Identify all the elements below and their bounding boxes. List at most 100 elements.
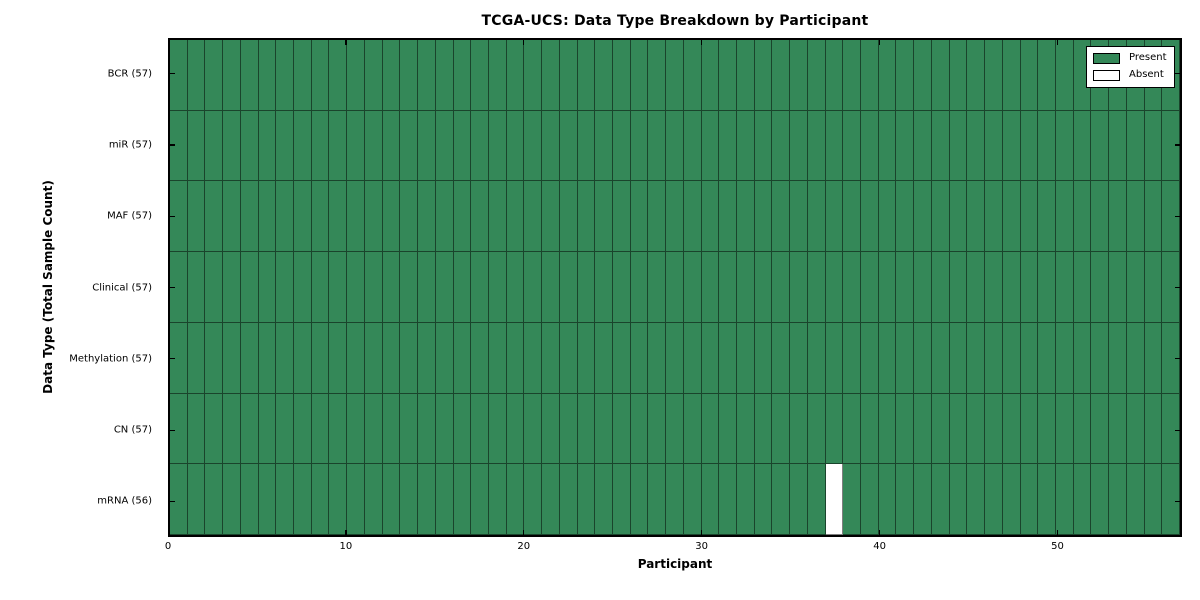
axis-tick-mark <box>879 530 881 535</box>
heatmap-cell <box>1055 40 1074 111</box>
heatmap-cell <box>737 40 755 111</box>
axis-tick-mark <box>345 40 347 45</box>
axis-tick-mark <box>170 215 175 217</box>
heatmap-cell <box>329 40 348 111</box>
heatmap-cell <box>1109 110 1127 182</box>
heatmap-cell <box>630 464 649 535</box>
heatmap-cell <box>258 181 277 253</box>
heatmap-cell <box>364 40 383 111</box>
heatmap-cell <box>896 181 915 253</box>
heatmap-cell <box>453 464 472 535</box>
axis-tick-mark <box>1175 358 1180 360</box>
axis-tick-mark <box>1175 215 1180 217</box>
heatmap-cell <box>754 393 773 465</box>
heatmap-cell <box>985 181 1003 253</box>
heatmap-cell <box>790 393 808 465</box>
heatmap-cell <box>683 322 702 394</box>
axis-tick-mark <box>170 144 175 146</box>
heatmap-cell <box>258 252 277 323</box>
axis-tick-mark <box>345 530 347 535</box>
heatmap-cell <box>1126 464 1145 535</box>
heatmap-cell <box>1109 464 1127 535</box>
heatmap-cell <box>223 181 241 253</box>
heatmap-cell <box>843 393 862 465</box>
heatmap-cell <box>612 252 631 323</box>
heatmap-cell <box>258 393 277 465</box>
heatmap-cell <box>630 40 649 111</box>
heatmap-cell <box>896 252 915 323</box>
heatmap-cell <box>471 110 489 182</box>
heatmap-cell <box>1126 322 1145 394</box>
heatmap-cell <box>719 110 738 182</box>
heatmap-cell <box>276 181 295 253</box>
heatmap-cell <box>205 322 224 394</box>
heatmap-cell <box>435 322 454 394</box>
heatmap-cell <box>524 252 543 323</box>
heatmap-cell <box>577 181 596 253</box>
axis-tick-mark <box>1056 530 1059 535</box>
heatmap-cell <box>542 40 560 111</box>
heatmap-cell <box>559 464 578 535</box>
row-label: mRNA (56) <box>97 495 152 507</box>
heatmap-cell <box>170 393 188 465</box>
heatmap-cell <box>240 322 259 394</box>
heatmap-cell <box>1020 181 1039 253</box>
heatmap-cell <box>223 110 241 182</box>
heatmap-cell <box>719 181 738 253</box>
heatmap-cell <box>683 181 702 253</box>
heatmap-cell <box>418 464 436 535</box>
legend-entry-present: Present <box>1093 52 1167 64</box>
heatmap-cell <box>985 40 1003 111</box>
heatmap-cell <box>577 110 596 182</box>
heatmap-cell <box>506 464 525 535</box>
heatmap-cell <box>577 393 596 465</box>
heatmap-cell <box>205 40 224 111</box>
heatmap-cell <box>435 40 454 111</box>
heatmap-cell <box>1073 252 1092 323</box>
heatmap-cell <box>630 322 649 394</box>
heatmap-cell <box>878 464 897 535</box>
heatmap-cell <box>701 464 720 535</box>
heatmap-cell <box>985 393 1003 465</box>
heatmap-cell <box>985 464 1003 535</box>
heatmap-cell <box>1144 110 1163 182</box>
heatmap-cell <box>931 181 950 253</box>
heatmap-cell <box>967 40 986 111</box>
heatmap-cell <box>701 40 720 111</box>
heatmap-cell <box>790 40 808 111</box>
heatmap-cell <box>347 110 365 182</box>
heatmap-cell <box>949 40 968 111</box>
heatmap-cell <box>843 181 862 253</box>
chart-title: TCGA-UCS: Data Type Breakdown by Partici… <box>481 13 869 29</box>
heatmap-cell <box>524 393 543 465</box>
heatmap-cell <box>400 181 419 253</box>
heatmap-cell <box>524 322 543 394</box>
heatmap-cell <box>1038 464 1056 535</box>
heatmap-cell <box>1073 110 1092 182</box>
heatmap-cell <box>187 393 206 465</box>
heatmap-cell <box>914 252 932 323</box>
heatmap-cell <box>453 252 472 323</box>
heatmap-cell <box>719 40 738 111</box>
heatmap-cell <box>595 322 613 394</box>
heatmap-cell <box>807 393 826 465</box>
axis-tick-mark <box>1175 500 1180 503</box>
heatmap-cell <box>382 322 401 394</box>
legend: Present Absent <box>1086 46 1175 88</box>
axis-tick-mark <box>1056 40 1059 45</box>
heatmap-cell <box>170 40 188 111</box>
heatmap-cell <box>577 252 596 323</box>
heatmap-cell <box>878 181 897 253</box>
heatmap-cell <box>187 252 206 323</box>
heatmap-cell <box>488 181 507 253</box>
heatmap-cell <box>542 110 560 182</box>
heatmap-cell <box>506 110 525 182</box>
heatmap-cell <box>1038 181 1056 253</box>
heatmap-cell <box>1038 393 1056 465</box>
heatmap-cell <box>329 393 348 465</box>
heatmap-cell <box>931 110 950 182</box>
heatmap-cell <box>1126 181 1145 253</box>
heatmap-cell <box>1073 393 1092 465</box>
heatmap-cell <box>347 393 365 465</box>
